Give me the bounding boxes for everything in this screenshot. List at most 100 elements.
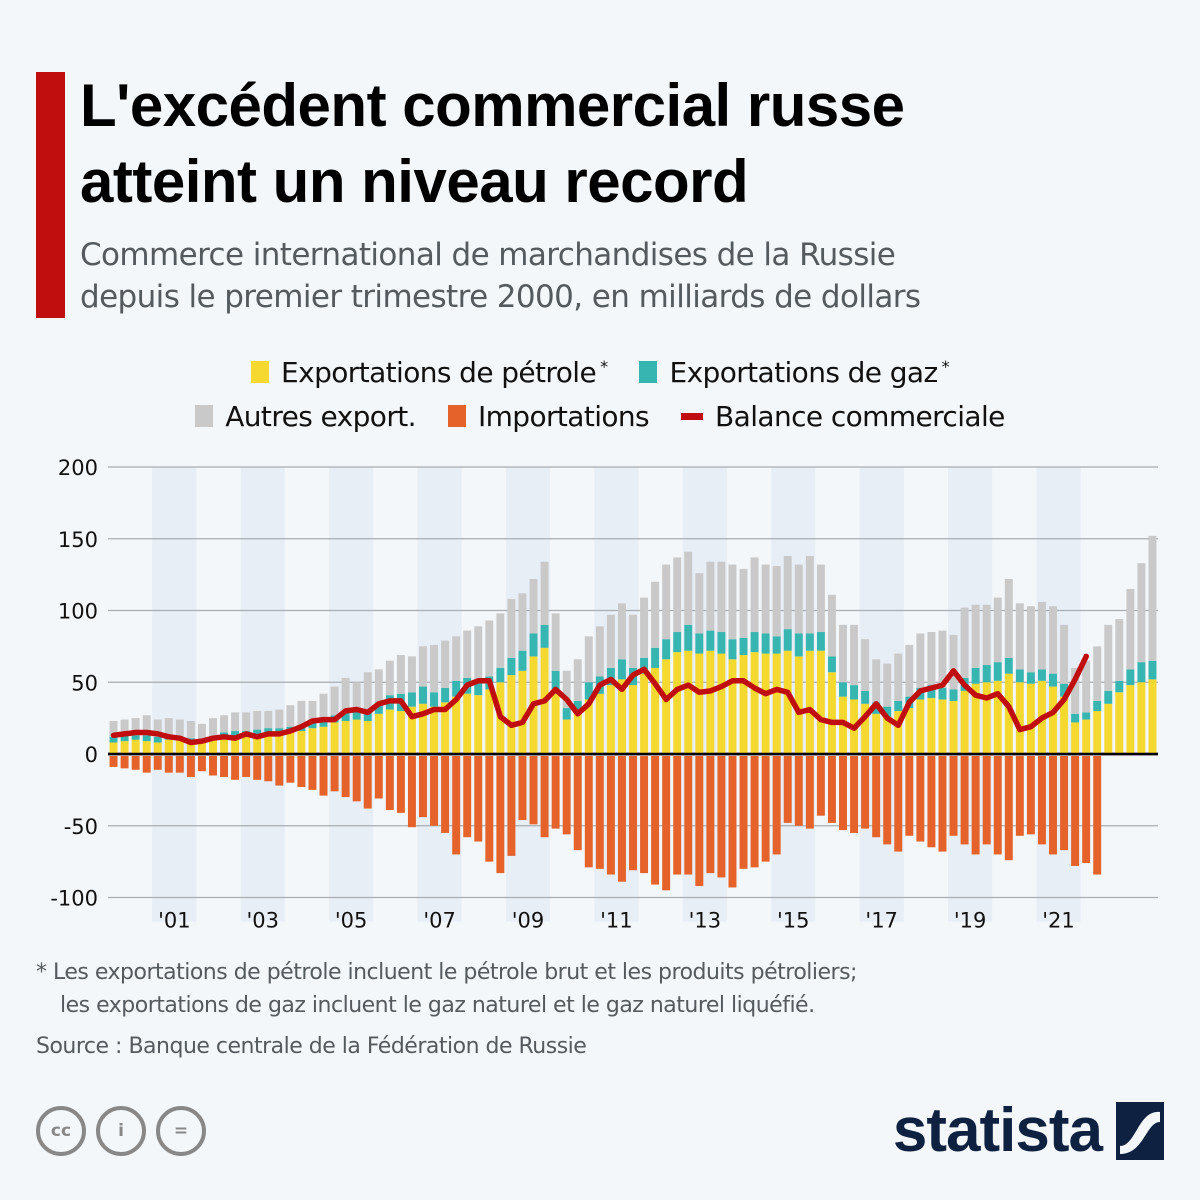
bar-gas — [352, 710, 361, 720]
bar-oil — [761, 653, 770, 754]
bar-other — [805, 555, 814, 634]
bar-oil — [573, 712, 582, 754]
bar-imports — [872, 756, 881, 838]
bar-gas — [452, 680, 461, 697]
bar-gas — [706, 630, 715, 651]
bar-imports — [573, 756, 582, 851]
bar-imports — [662, 756, 671, 891]
legend-item-oil[interactable]: Exportations de pétrole * — [251, 356, 608, 389]
bar-gas — [507, 657, 516, 676]
attribution-icon[interactable]: i — [96, 1106, 146, 1156]
bar-other — [695, 573, 704, 634]
legend-label-other: Autres export. — [225, 399, 416, 433]
bar-other — [982, 604, 991, 666]
bar-oil — [717, 653, 726, 754]
bar-gas — [1104, 690, 1113, 704]
bar-other — [1026, 606, 1035, 673]
x-tick-label: '05 — [335, 909, 368, 933]
bar-imports — [772, 756, 781, 855]
bar-oil — [164, 739, 173, 754]
legend-label-balance: Balance commerciale — [715, 399, 1005, 433]
bar-imports — [1015, 756, 1024, 836]
bar-imports — [153, 756, 162, 770]
bar-imports — [120, 756, 129, 769]
bar-gas — [529, 633, 538, 657]
x-tick-label: '17 — [865, 909, 898, 933]
bar-other — [827, 594, 836, 657]
bar-imports — [308, 756, 317, 790]
bar-oil — [407, 706, 416, 754]
bar-gas — [1015, 669, 1024, 683]
bar-oil — [894, 710, 903, 754]
bar-oil — [264, 733, 273, 754]
legend-item-other[interactable]: Autres export. — [195, 399, 417, 433]
bar-gas — [684, 624, 693, 651]
bar-oil — [783, 650, 792, 754]
bar-other — [164, 718, 173, 737]
bar-oil — [1104, 703, 1113, 754]
bar-oil — [673, 652, 682, 754]
legend-item-balance[interactable]: Balance commerciale — [681, 400, 1005, 433]
bar-imports — [651, 756, 660, 885]
bar-other — [120, 719, 129, 736]
bar-other — [363, 672, 372, 711]
bar-other — [938, 630, 947, 688]
bar-oil — [1093, 710, 1102, 754]
bar-imports — [319, 756, 328, 796]
legend-item-imports[interactable]: Importations — [447, 400, 650, 433]
bar-imports — [430, 756, 439, 826]
bar-gas — [794, 633, 803, 657]
bar-imports — [949, 756, 958, 836]
bar-other — [374, 669, 383, 703]
bar-oil — [1049, 686, 1057, 754]
bar-gas — [982, 665, 991, 683]
bar-imports — [275, 756, 284, 786]
bar-gas — [728, 639, 737, 660]
bar-other — [573, 659, 582, 701]
legend-item-gas[interactable]: Exportations de gaz * — [639, 356, 950, 389]
footnote-line-2: les exportations de gaz incluent le gaz … — [60, 993, 815, 1018]
bar-oil — [330, 722, 339, 754]
bar-oil — [209, 739, 217, 754]
bar-gas — [816, 632, 825, 651]
bar-gas — [1037, 669, 1046, 681]
y-tick-label: 0 — [85, 743, 98, 767]
bar-gas — [430, 692, 439, 707]
bar-gas — [153, 736, 162, 743]
bar-oil — [938, 699, 947, 754]
bar-imports — [1037, 756, 1046, 845]
cc-icon[interactable]: cc — [36, 1106, 86, 1156]
accent-bar — [36, 72, 65, 318]
statista-logo[interactable]: statista — [893, 1100, 1164, 1162]
bar-imports — [363, 756, 372, 809]
bar-imports — [485, 756, 494, 862]
bar-oil — [363, 720, 372, 754]
bar-gas — [1071, 713, 1080, 723]
bar-other — [308, 700, 317, 723]
bar-oil — [562, 719, 571, 754]
bar-imports — [595, 756, 604, 869]
bar-other — [1004, 578, 1013, 658]
bar-oil — [385, 709, 394, 754]
bar-other — [839, 624, 847, 683]
year-band — [240, 467, 285, 922]
bar-oil — [231, 736, 240, 754]
bar-imports — [175, 756, 184, 773]
bar-gas — [971, 667, 980, 684]
bar-gas — [673, 632, 682, 653]
bar-imports — [783, 756, 792, 823]
bar-other — [385, 660, 394, 696]
subtitle: Commerce international de marchandises d… — [80, 234, 1180, 318]
bar-imports — [927, 756, 936, 848]
bar-gas — [584, 682, 593, 700]
bar-gas — [319, 719, 328, 727]
bar-other — [916, 633, 925, 688]
bar-imports — [474, 756, 483, 842]
bar-gas — [1148, 660, 1157, 680]
x-tick-label: '01 — [158, 909, 191, 933]
no-derivatives-icon[interactable]: = — [156, 1106, 206, 1156]
bar-imports — [584, 756, 593, 868]
bar-oil — [1148, 679, 1157, 754]
x-tick-label: '13 — [689, 909, 722, 933]
bar-other — [1082, 660, 1091, 713]
